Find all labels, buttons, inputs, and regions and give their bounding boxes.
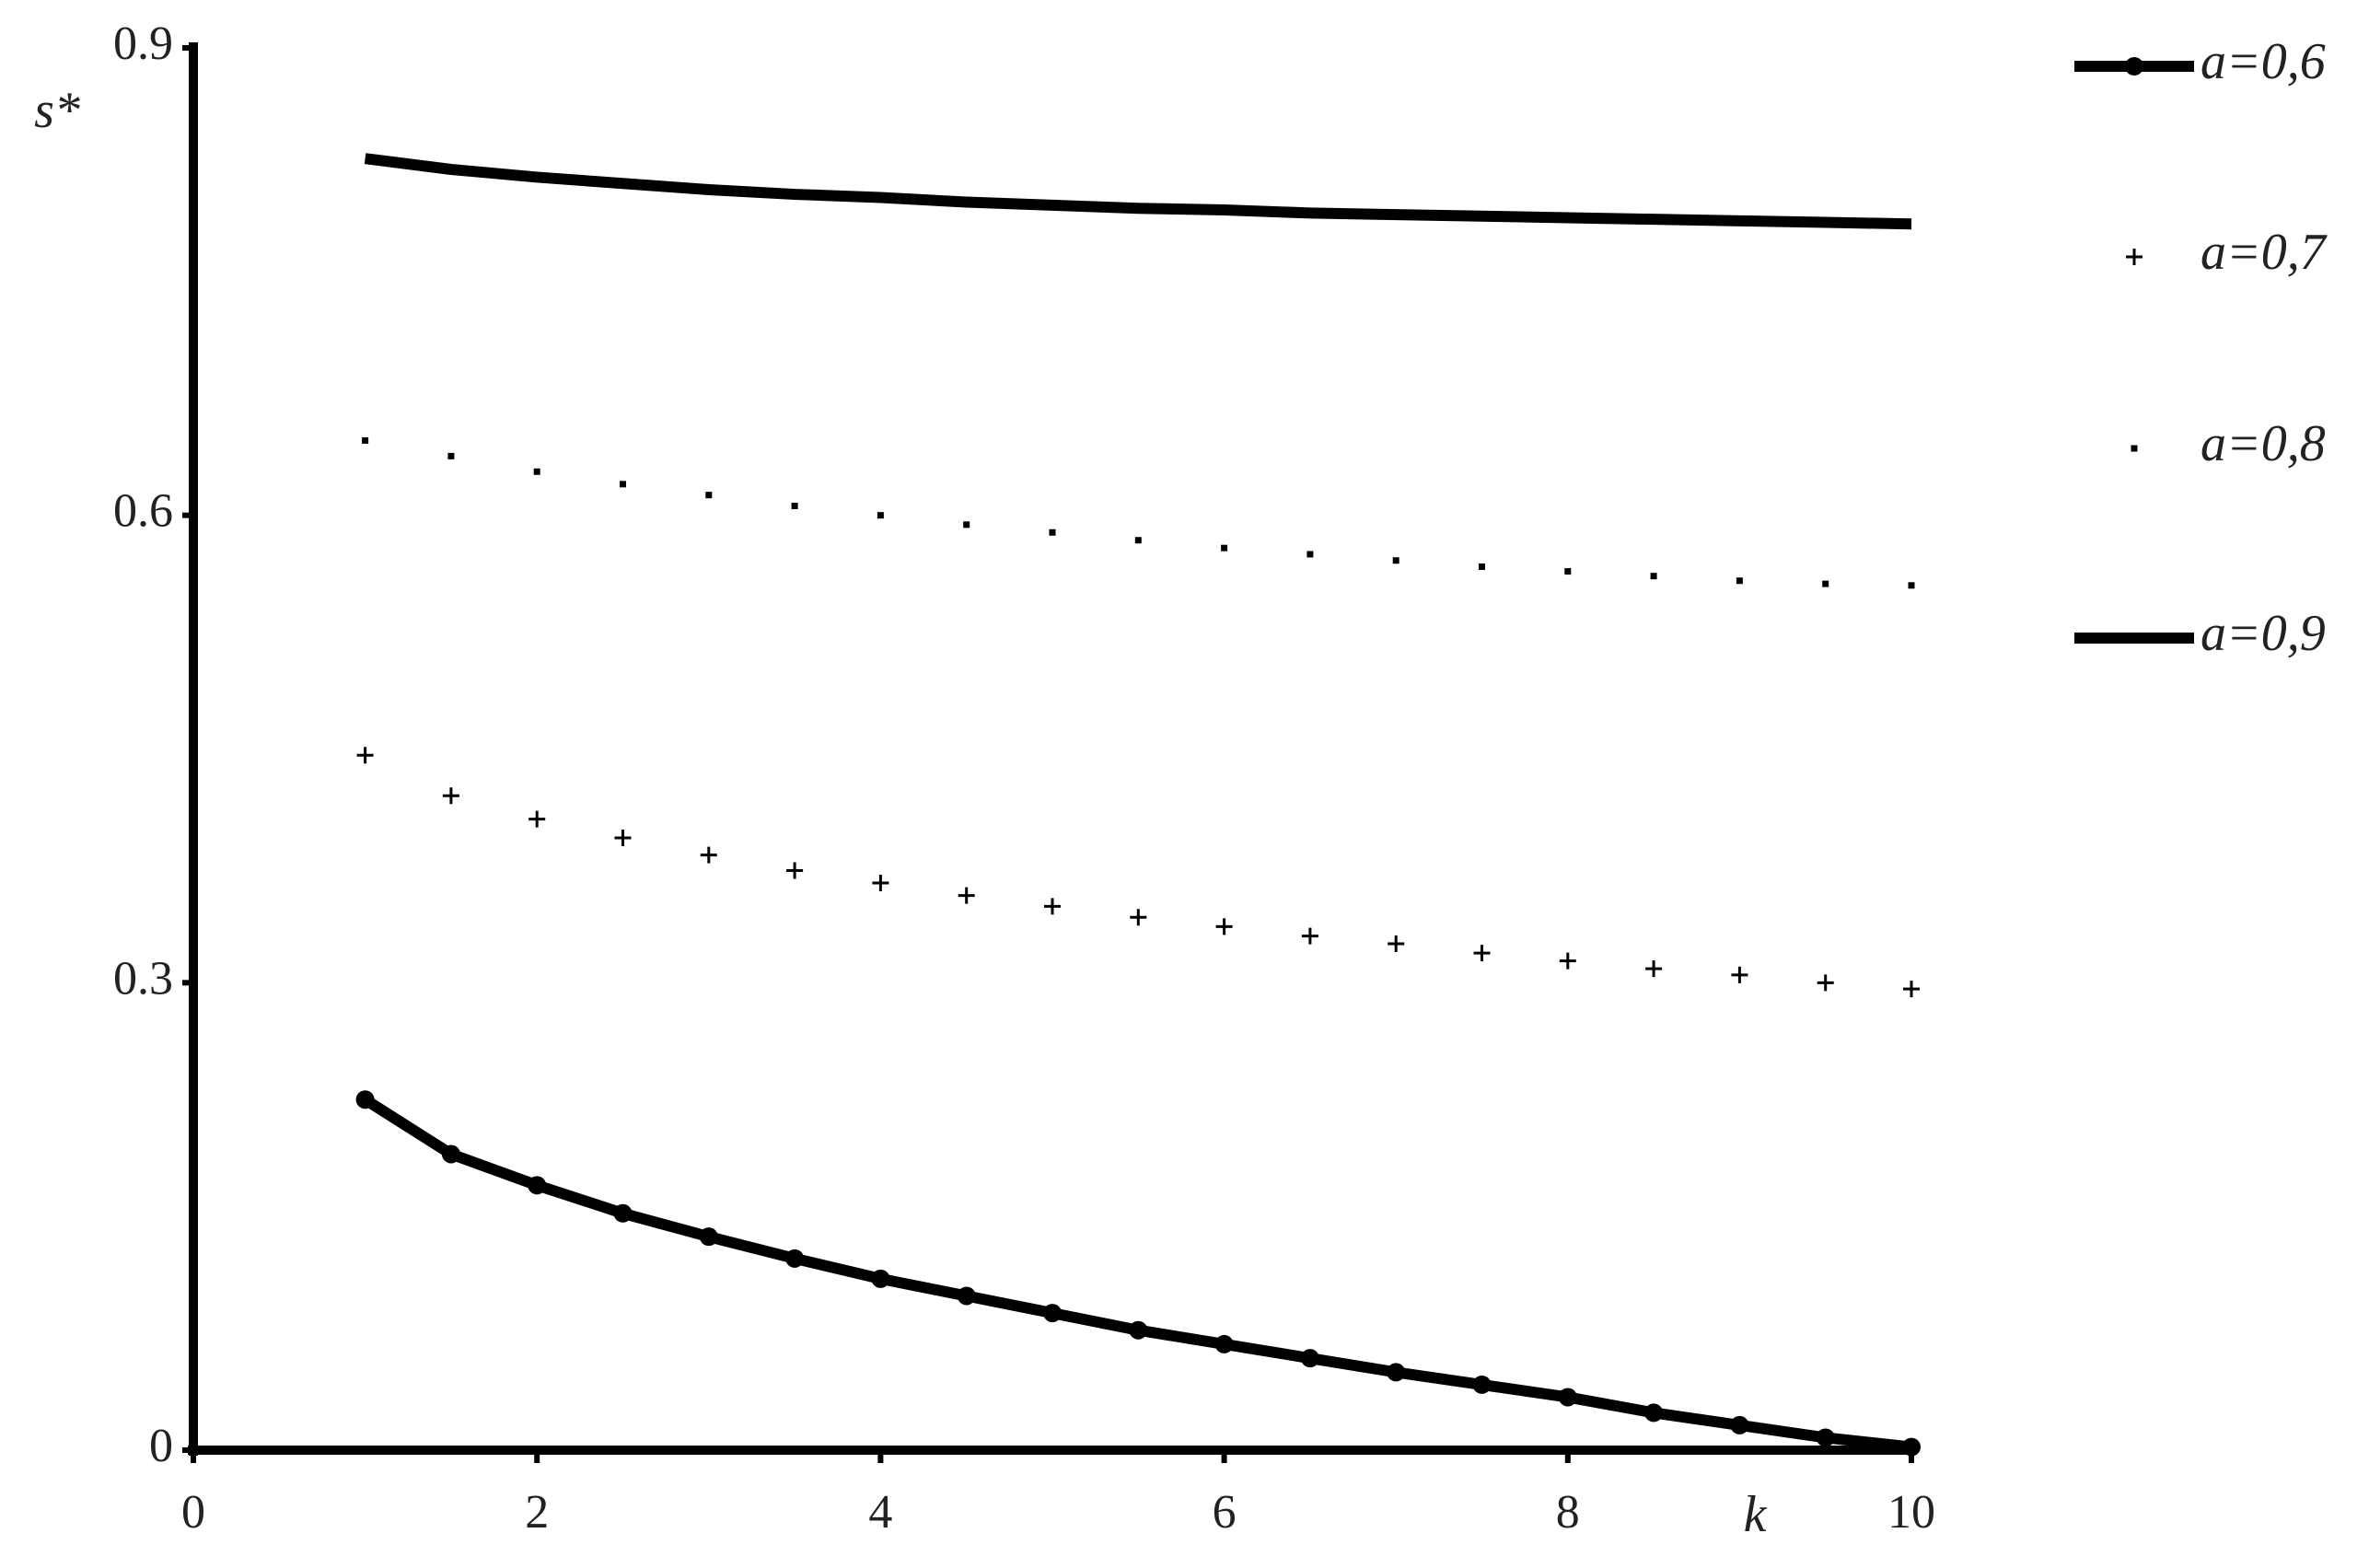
dot-marker — [1736, 577, 1743, 585]
legend-label: a=0,7 — [2201, 224, 2328, 281]
circle-marker — [1300, 1349, 1319, 1368]
circle-marker — [528, 1176, 547, 1195]
dot-marker — [877, 512, 884, 519]
circle-marker — [1644, 1403, 1664, 1423]
dot-marker — [1479, 563, 1485, 571]
plus-marker — [442, 787, 459, 805]
y-tick-label: 0.9 — [113, 17, 173, 70]
legend-label: a=0,6 — [2201, 33, 2326, 90]
circle-marker — [785, 1249, 805, 1268]
dot-marker — [791, 503, 798, 510]
circle-marker — [699, 1227, 718, 1247]
dot-marker — [1908, 582, 1915, 589]
plus-marker — [1215, 918, 1233, 935]
y-axis-label: s* — [34, 82, 80, 139]
circle-marker — [1214, 1334, 1234, 1353]
dot-marker — [1822, 580, 1829, 587]
plus-marker — [1645, 960, 1663, 978]
circle-marker — [2125, 57, 2143, 75]
circle-marker — [1043, 1304, 1062, 1323]
circle-marker — [613, 1203, 633, 1223]
circle-marker — [1902, 1437, 1921, 1457]
x-tick-label: 6 — [1213, 1486, 1237, 1539]
dot-marker — [1221, 544, 1228, 552]
dot-marker — [447, 452, 455, 459]
circle-marker — [1558, 1388, 1577, 1407]
plus-marker — [614, 829, 632, 846]
dot-marker — [362, 436, 369, 444]
circle-marker — [1387, 1363, 1406, 1382]
x-tick-label: 0 — [181, 1486, 205, 1539]
circle-marker — [1730, 1415, 1749, 1434]
dot-marker — [1049, 528, 1056, 536]
plus-marker — [528, 810, 546, 828]
plus-marker — [700, 846, 717, 864]
plus-marker — [1817, 974, 1834, 992]
plus-marker — [1130, 909, 1147, 926]
dot-marker — [1306, 551, 1314, 558]
legend-label: a=0,8 — [2201, 415, 2326, 472]
circle-marker — [1129, 1320, 1148, 1340]
circle-marker — [441, 1144, 460, 1164]
series-line — [364, 153, 1912, 230]
plus-marker — [872, 875, 889, 892]
x-tick-label: 4 — [868, 1486, 892, 1539]
x-tick-label: 8 — [1556, 1486, 1580, 1539]
x-axis-label: k — [1744, 1486, 1768, 1543]
plus-marker — [356, 747, 374, 764]
plus-marker — [1044, 898, 1061, 915]
dot-marker — [2131, 445, 2138, 452]
plus-marker — [1301, 927, 1318, 945]
dot-marker — [1392, 557, 1399, 564]
dot-marker — [1650, 573, 1657, 580]
dot-marker — [533, 468, 540, 475]
plus-marker — [1559, 952, 1576, 970]
dot-marker — [1134, 537, 1142, 544]
circle-marker — [871, 1269, 890, 1288]
y-tick-label: 0 — [149, 1420, 173, 1472]
plus-marker — [2126, 249, 2143, 265]
x-tick-label: 2 — [525, 1486, 549, 1539]
plus-marker — [1473, 945, 1491, 962]
plus-marker — [1731, 966, 1748, 983]
y-tick-label: 0.3 — [113, 952, 173, 1005]
dot-marker — [963, 521, 970, 528]
y-tick-label: 0.6 — [113, 485, 173, 538]
plus-marker — [1388, 935, 1405, 953]
circle-marker — [1472, 1375, 1492, 1394]
plus-marker — [958, 887, 975, 904]
plus-marker — [1903, 981, 1920, 998]
x-tick-label: 10 — [1887, 1486, 1935, 1539]
dot-marker — [705, 492, 713, 499]
series-line — [362, 1095, 1912, 1453]
circle-marker — [957, 1286, 976, 1306]
dot-marker — [1564, 568, 1572, 575]
legend-label: a=0,9 — [2201, 605, 2326, 662]
plus-marker — [786, 862, 804, 879]
circle-marker — [1816, 1428, 1835, 1447]
dot-marker — [620, 481, 626, 488]
circle-marker — [355, 1090, 375, 1109]
